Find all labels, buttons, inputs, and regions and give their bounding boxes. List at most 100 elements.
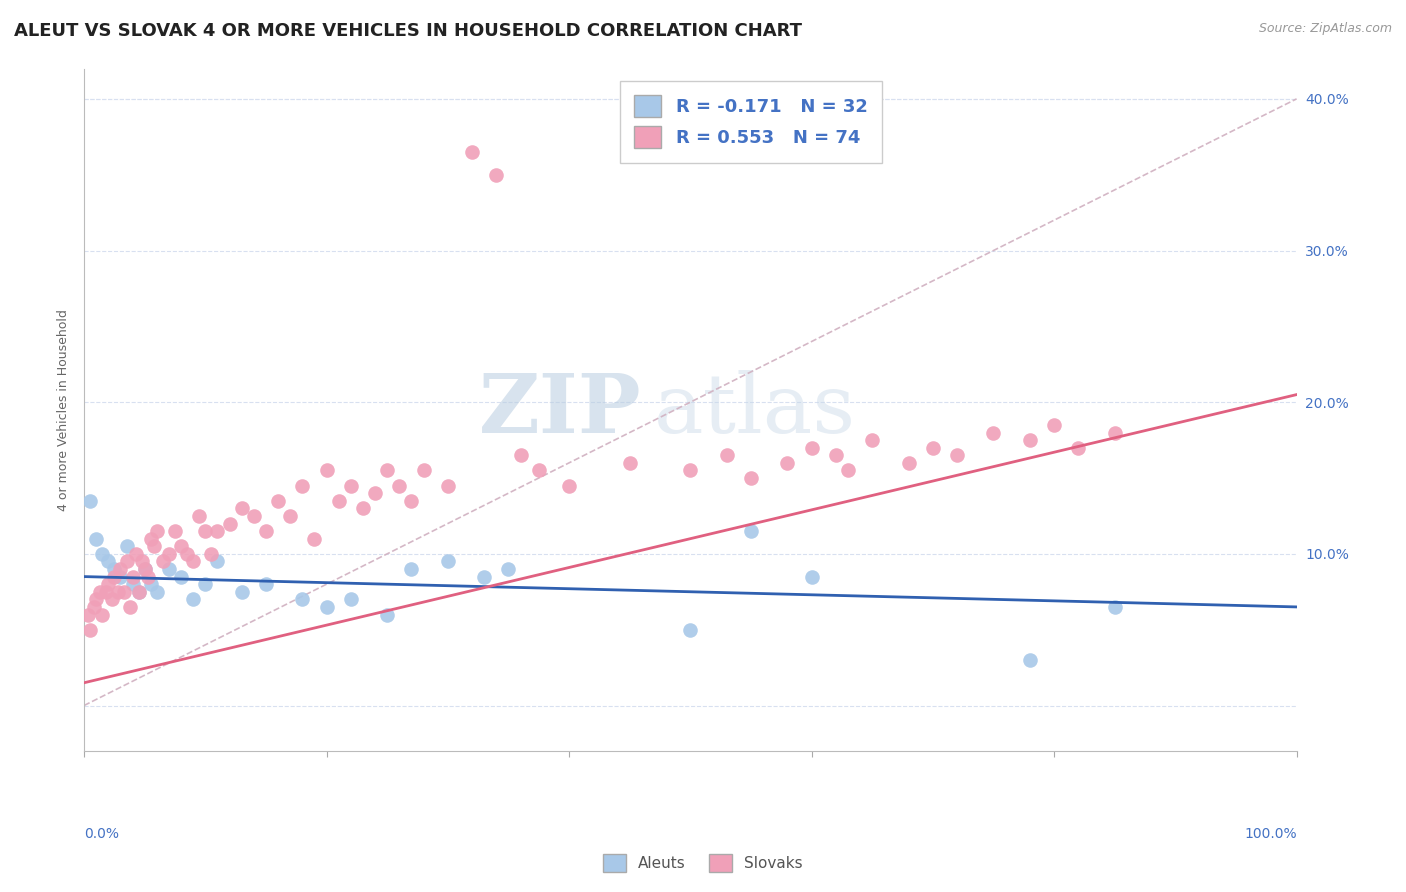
Legend: Aleuts, Slovaks: Aleuts, Slovaks (596, 846, 810, 880)
Point (188, 508, 211, 523)
Point (1043, 417, 1066, 432)
Text: Source: ZipAtlas.com: Source: ZipAtlas.com (1258, 22, 1392, 36)
Point (112, 584, 135, 599)
Point (121, 577, 143, 591)
Point (231, 584, 253, 599)
Point (800, 569, 823, 583)
Text: ZIP: ZIP (479, 370, 641, 450)
Point (143, 539, 166, 553)
Point (291, 592, 314, 607)
Point (375, 607, 398, 622)
Point (138, 569, 160, 583)
Point (328, 493, 350, 508)
Point (97, 577, 120, 591)
Point (340, 592, 363, 607)
Point (94, 584, 117, 599)
Point (170, 539, 193, 553)
Point (125, 547, 148, 561)
Point (207, 554, 229, 568)
Point (128, 584, 150, 599)
Point (776, 456, 799, 470)
Point (97, 554, 120, 568)
Point (921, 441, 943, 455)
Point (1104, 599, 1126, 614)
Point (897, 456, 920, 470)
Point (110, 569, 132, 583)
Point (716, 448, 738, 462)
Point (437, 554, 460, 568)
Point (860, 433, 883, 447)
Point (83, 599, 105, 614)
Point (194, 577, 217, 591)
Point (679, 463, 702, 477)
Point (498, 562, 520, 576)
Point (103, 562, 125, 576)
Point (679, 623, 702, 637)
Point (946, 448, 969, 462)
Point (983, 425, 1005, 440)
Point (176, 547, 198, 561)
Text: 100.0%: 100.0% (1244, 827, 1296, 841)
Point (79, 493, 101, 508)
Point (131, 554, 153, 568)
Point (800, 441, 823, 455)
Point (509, 448, 531, 462)
Point (181, 592, 204, 607)
Point (84, 592, 107, 607)
Point (218, 516, 240, 531)
Point (115, 554, 138, 568)
Point (146, 584, 169, 599)
Point (194, 524, 217, 538)
Point (121, 569, 143, 583)
Point (340, 478, 363, 492)
Point (619, 456, 641, 470)
Point (267, 493, 290, 508)
Point (304, 532, 326, 546)
Point (76, 607, 98, 622)
Point (278, 508, 301, 523)
Point (315, 599, 337, 614)
Point (170, 569, 193, 583)
Legend: R = -0.171   N = 32, R = 0.553   N = 74: R = -0.171 N = 32, R = 0.553 N = 74 (620, 81, 882, 163)
Point (207, 524, 229, 538)
Point (485, 168, 508, 182)
Point (461, 145, 484, 159)
Point (200, 547, 222, 561)
Point (1067, 441, 1090, 455)
Point (91, 547, 114, 561)
Point (231, 501, 253, 516)
Point (837, 463, 859, 477)
Point (558, 478, 581, 492)
Point (740, 471, 762, 485)
Point (134, 562, 156, 576)
Point (824, 448, 846, 462)
Point (254, 524, 277, 538)
Point (527, 463, 550, 477)
Point (152, 554, 174, 568)
Point (181, 554, 204, 568)
Point (352, 501, 374, 516)
Point (107, 584, 129, 599)
Point (243, 508, 266, 523)
Point (128, 584, 150, 599)
Point (412, 463, 434, 477)
Point (375, 463, 398, 477)
Text: atlas: atlas (654, 370, 856, 450)
Point (315, 463, 337, 477)
Point (79, 623, 101, 637)
Point (139, 577, 162, 591)
Point (84, 532, 107, 546)
Point (157, 547, 180, 561)
Point (103, 569, 125, 583)
Point (146, 524, 169, 538)
Point (134, 562, 156, 576)
Point (110, 562, 132, 576)
Point (115, 539, 138, 553)
Point (163, 524, 186, 538)
Point (291, 478, 314, 492)
Point (472, 569, 495, 583)
Point (1018, 433, 1040, 447)
Point (254, 577, 277, 591)
Point (364, 486, 387, 500)
Point (401, 562, 423, 576)
